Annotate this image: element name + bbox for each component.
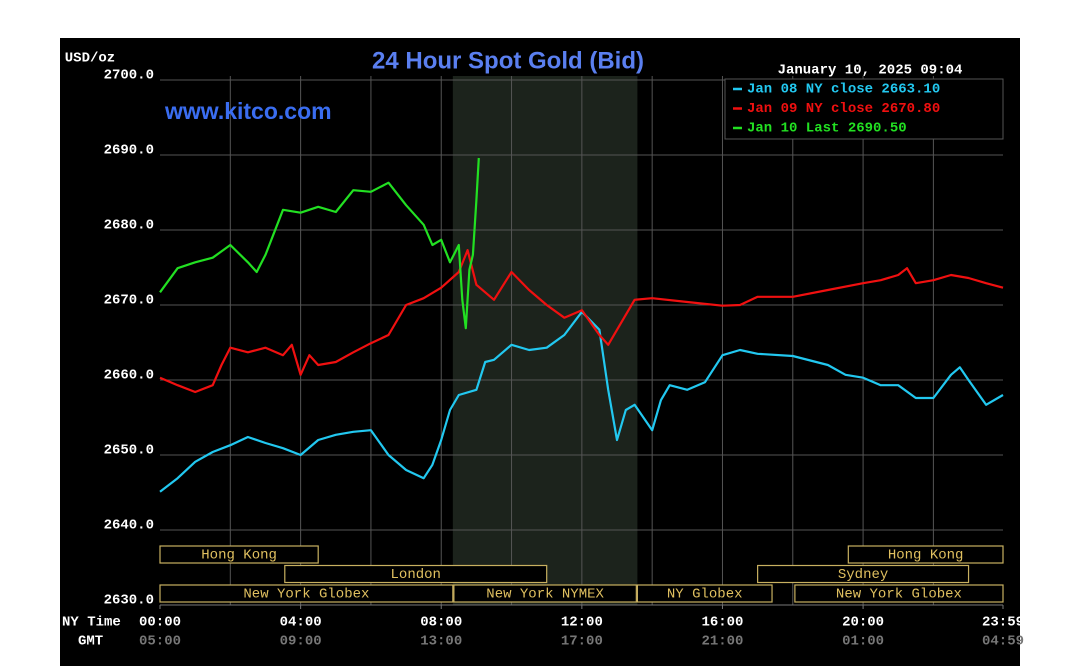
watermark: www.kitco.com <box>164 98 332 124</box>
x-tick-label: 23:59 <box>982 615 1024 631</box>
session-bar <box>159 545 319 564</box>
gmt-tick-label: 09:00 <box>280 634 322 650</box>
session-bar <box>453 584 637 603</box>
legend-box <box>724 78 1004 140</box>
y-tick-label: 2640.0 <box>104 518 154 534</box>
price-line <box>159 249 1004 394</box>
y-tick-label: 2670.0 <box>104 293 154 309</box>
gmt-tick-label: 05:00 <box>139 634 181 650</box>
legend-label: Jan 08 NY close 2663.10 <box>747 82 940 98</box>
y-tick-label: 2690.0 <box>104 143 154 159</box>
session-label: Hong Kong <box>888 548 964 564</box>
x-tick-label: 04:00 <box>280 615 322 631</box>
x-axis-label: NY Time <box>62 615 121 631</box>
y-tick-label: 2660.0 <box>104 368 154 384</box>
timestamp: January 10, 2025 09:04 <box>778 63 963 79</box>
gmt-tick-label: 01:00 <box>842 634 884 650</box>
y-tick-label: 2680.0 <box>104 218 154 234</box>
chart-title: 24 Hour Spot Gold (Bid) <box>372 47 644 74</box>
session-label: New York NYMEX <box>486 587 604 603</box>
session-label: London <box>391 567 441 583</box>
y-tick-label: 2700.0 <box>104 68 154 84</box>
y-tick-label: 2630.0 <box>104 593 154 609</box>
price-line <box>159 157 480 330</box>
session-bar <box>636 584 773 603</box>
price-line <box>159 310 1004 493</box>
session-label: NY Globex <box>667 587 743 603</box>
session-bar <box>847 545 1004 564</box>
session-label: Hong Kong <box>201 548 277 564</box>
session-label: New York Globex <box>243 587 369 603</box>
y-tick-label: 2650.0 <box>104 443 154 459</box>
session-bar <box>159 584 454 603</box>
legend-label: Jan 10 Last 2690.50 <box>747 121 907 137</box>
x-tick-label: 16:00 <box>701 615 743 631</box>
x-tick-label: 00:00 <box>139 615 181 631</box>
session-label: New York Globex <box>836 587 962 603</box>
session-bar <box>284 564 548 584</box>
gmt-tick-label: 21:00 <box>701 634 743 650</box>
x-tick-label: 08:00 <box>420 615 462 631</box>
y-unit: USD/oz <box>65 51 115 67</box>
x-axis-label: GMT <box>78 634 103 650</box>
shaded-session <box>452 76 638 605</box>
x-tick-label: 12:00 <box>561 615 603 631</box>
session-label: Sydney <box>838 567 888 583</box>
x-tick-label: 20:00 <box>842 615 884 631</box>
legend-label: Jan 09 NY close 2670.80 <box>747 101 940 117</box>
gmt-tick-label: 17:00 <box>561 634 603 650</box>
gmt-tick-label: 04:59 <box>982 634 1024 650</box>
session-bar <box>794 584 1004 603</box>
gmt-tick-label: 13:00 <box>420 634 462 650</box>
session-bar <box>757 564 970 584</box>
